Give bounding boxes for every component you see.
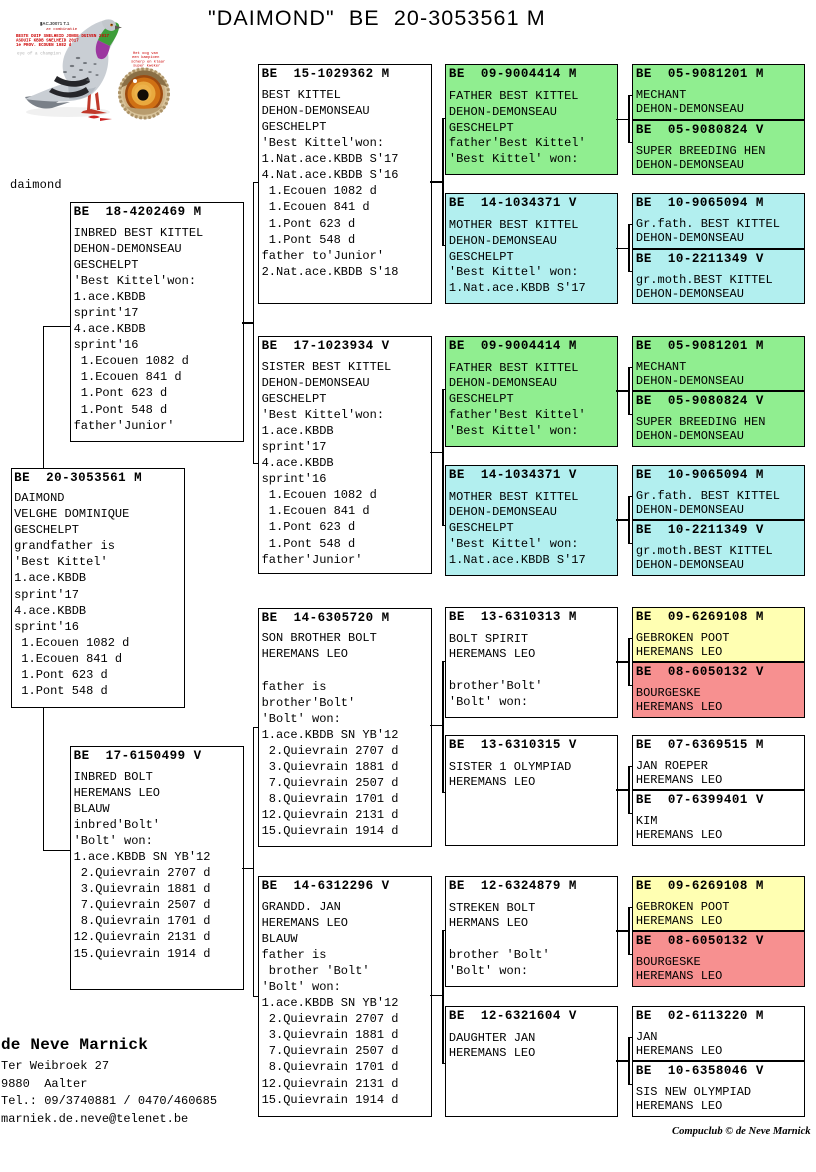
svg-text:▮AC.30071 T.1: ▮AC.30071 T.1 [40, 21, 70, 26]
svg-text:BESTE DUIF SNELHEID JONGE DUIV: BESTE DUIF SNELHEID JONGE DUIVEN 2017 [16, 35, 109, 39]
svg-text:scherp en klaar: scherp en klaar [131, 59, 165, 64]
svg-text:een kampioen: een kampioen [132, 55, 159, 60]
svg-text:Het oog van: Het oog van [133, 52, 158, 56]
svg-text:super kweker: super kweker [133, 64, 160, 69]
svg-text:ze combinatie: ze combinatie [46, 27, 78, 32]
svg-text:1e PROV. ECOUEN 1082 d: 1e PROV. ECOUEN 1082 d [16, 43, 72, 48]
svg-text:eye of a champion: eye of a champion [17, 52, 61, 57]
svg-text:ASDUIF KBDB SNELHEID 2017: ASDUIF KBDB SNELHEID 2017 [16, 40, 79, 44]
